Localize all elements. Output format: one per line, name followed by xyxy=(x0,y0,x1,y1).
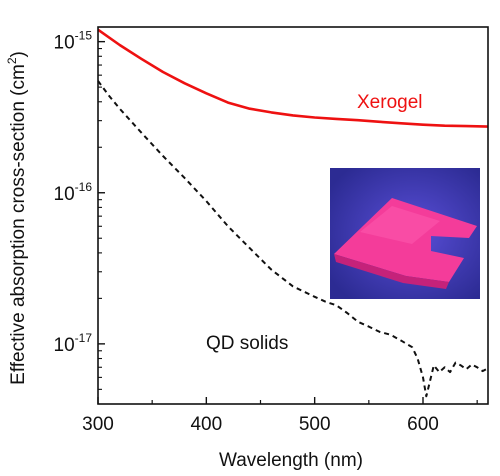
inset-slab-highlight xyxy=(360,206,440,244)
annotation-qd-solids: QD solids xyxy=(206,333,288,354)
y-axis-label-superscript: 2 xyxy=(5,57,19,64)
y-axis-label: Effective absorption cross-section (cm2) xyxy=(5,51,29,385)
axes-layer: 300 400 500 600 10-17 10-16 10-15 xyxy=(54,26,489,435)
inset-photo xyxy=(330,168,480,299)
inset-slab xyxy=(334,198,477,282)
y-tick-label: 10-16 xyxy=(54,180,93,205)
plot-frame xyxy=(97,26,489,405)
plot-layer xyxy=(97,28,489,398)
x-axis-label: Wavelength (nm) xyxy=(219,450,363,471)
y-tick-label: 10-17 xyxy=(54,331,93,356)
x-tick-label: 300 xyxy=(82,414,114,435)
series-line-qd-solids xyxy=(97,80,489,398)
y-axis-label-main: Effective absorption cross-section (cm xyxy=(8,64,29,385)
x-tick-label: 600 xyxy=(407,414,439,435)
series-line-xerogel xyxy=(97,28,489,128)
inset-slab-edge xyxy=(334,254,449,289)
x-tick-label: 500 xyxy=(299,414,331,435)
y-axis-label-tail: ) xyxy=(8,51,29,57)
x-tick-label: 400 xyxy=(190,414,222,435)
annotation-xerogel: Xerogel xyxy=(357,92,423,113)
y-tick-label: 10-15 xyxy=(54,29,93,54)
